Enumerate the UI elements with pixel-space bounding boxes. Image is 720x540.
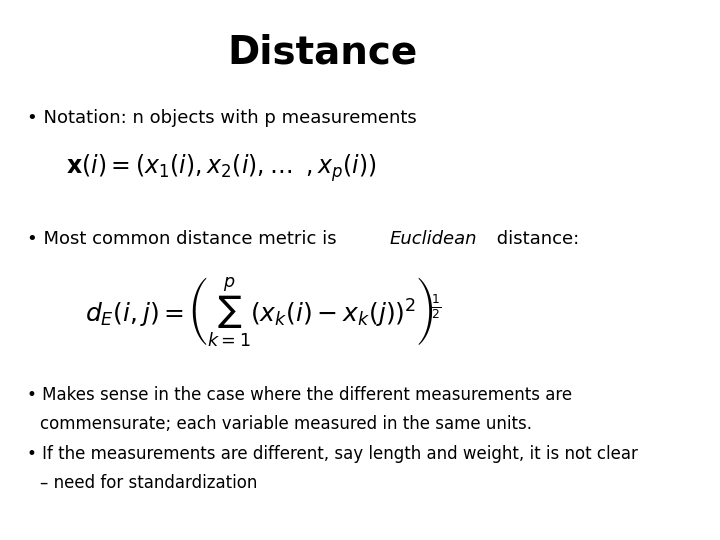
Text: • Makes sense in the case where the different measurements are: • Makes sense in the case where the diff…	[27, 386, 572, 403]
Text: Distance: Distance	[228, 33, 418, 72]
Text: Euclidean: Euclidean	[390, 230, 477, 248]
Text: $\mathbf{x}(i) = (x_1(i), x_2(i), \ldots\;\;, x_p(i))$: $\mathbf{x}(i) = (x_1(i), x_2(i), \ldots…	[66, 152, 377, 184]
Text: distance:: distance:	[490, 230, 579, 248]
Text: commensurate; each variable measured in the same units.: commensurate; each variable measured in …	[40, 415, 532, 433]
Text: – need for standardization: – need for standardization	[40, 474, 257, 492]
Text: • If the measurements are different, say length and weight, it is not clear: • If the measurements are different, say…	[27, 444, 638, 463]
Text: • Most common distance metric is: • Most common distance metric is	[27, 230, 343, 248]
Text: • Notation: n objects with p measurements: • Notation: n objects with p measurement…	[27, 109, 417, 127]
Text: $d_E(i,j) = \left(\sum_{k=1}^{p}(x_k(i) - x_k(j))^2\right)^{\!\frac{1}{2}}$: $d_E(i,j) = \left(\sum_{k=1}^{p}(x_k(i) …	[85, 275, 441, 349]
